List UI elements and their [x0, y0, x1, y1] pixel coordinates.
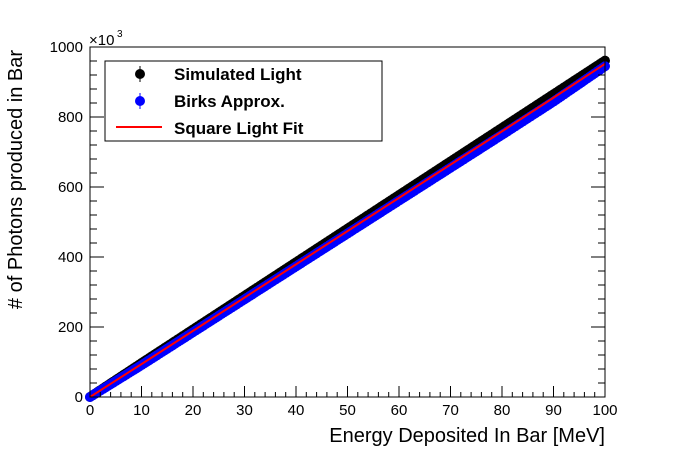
- x-tick-label: 70: [442, 402, 459, 419]
- x-tick-label: 50: [339, 402, 356, 419]
- y-tick-label: 0: [75, 389, 83, 406]
- y-multiplier-base: ×10: [89, 32, 114, 49]
- series-layer: [85, 55, 610, 402]
- x-tick-label: 10: [133, 402, 150, 419]
- ticks-layer: [89, 46, 606, 398]
- y-tick-label: 600: [58, 179, 83, 196]
- series-fit-line: [89, 62, 606, 398]
- x-tick-label: 100: [592, 402, 617, 419]
- x-tick-label: 80: [494, 402, 511, 419]
- legend-marker-simulated: [135, 66, 145, 82]
- x-tick-label: 60: [391, 402, 408, 419]
- x-tick-label: 30: [236, 402, 253, 419]
- y-axis-title: # of Photons produced in Bar: [5, 50, 27, 309]
- x-tick-label: 20: [185, 402, 202, 419]
- legend-marker-birks: [135, 93, 145, 109]
- y-tick-label: 200: [58, 319, 83, 336]
- y-tick-label: 1000: [50, 39, 83, 56]
- legend-label-fit: Square Light Fit: [174, 119, 304, 138]
- x-tick-label: 40: [288, 402, 305, 419]
- x-tick-label: 90: [545, 402, 562, 419]
- legend: Simulated Light Birks Approx. Square Lig…: [104, 60, 383, 142]
- y-tick-label: 400: [58, 249, 83, 266]
- x-tick-label: 0: [86, 402, 94, 419]
- x-axis-title: Energy Deposited In Bar [MeV]: [329, 425, 605, 447]
- y-multiplier-exponent: 3: [117, 29, 123, 40]
- y-tick-label: 800: [58, 109, 83, 126]
- legend-label-birks: Birks Approx.: [174, 92, 285, 111]
- legend-label-simulated: Simulated Light: [174, 65, 302, 84]
